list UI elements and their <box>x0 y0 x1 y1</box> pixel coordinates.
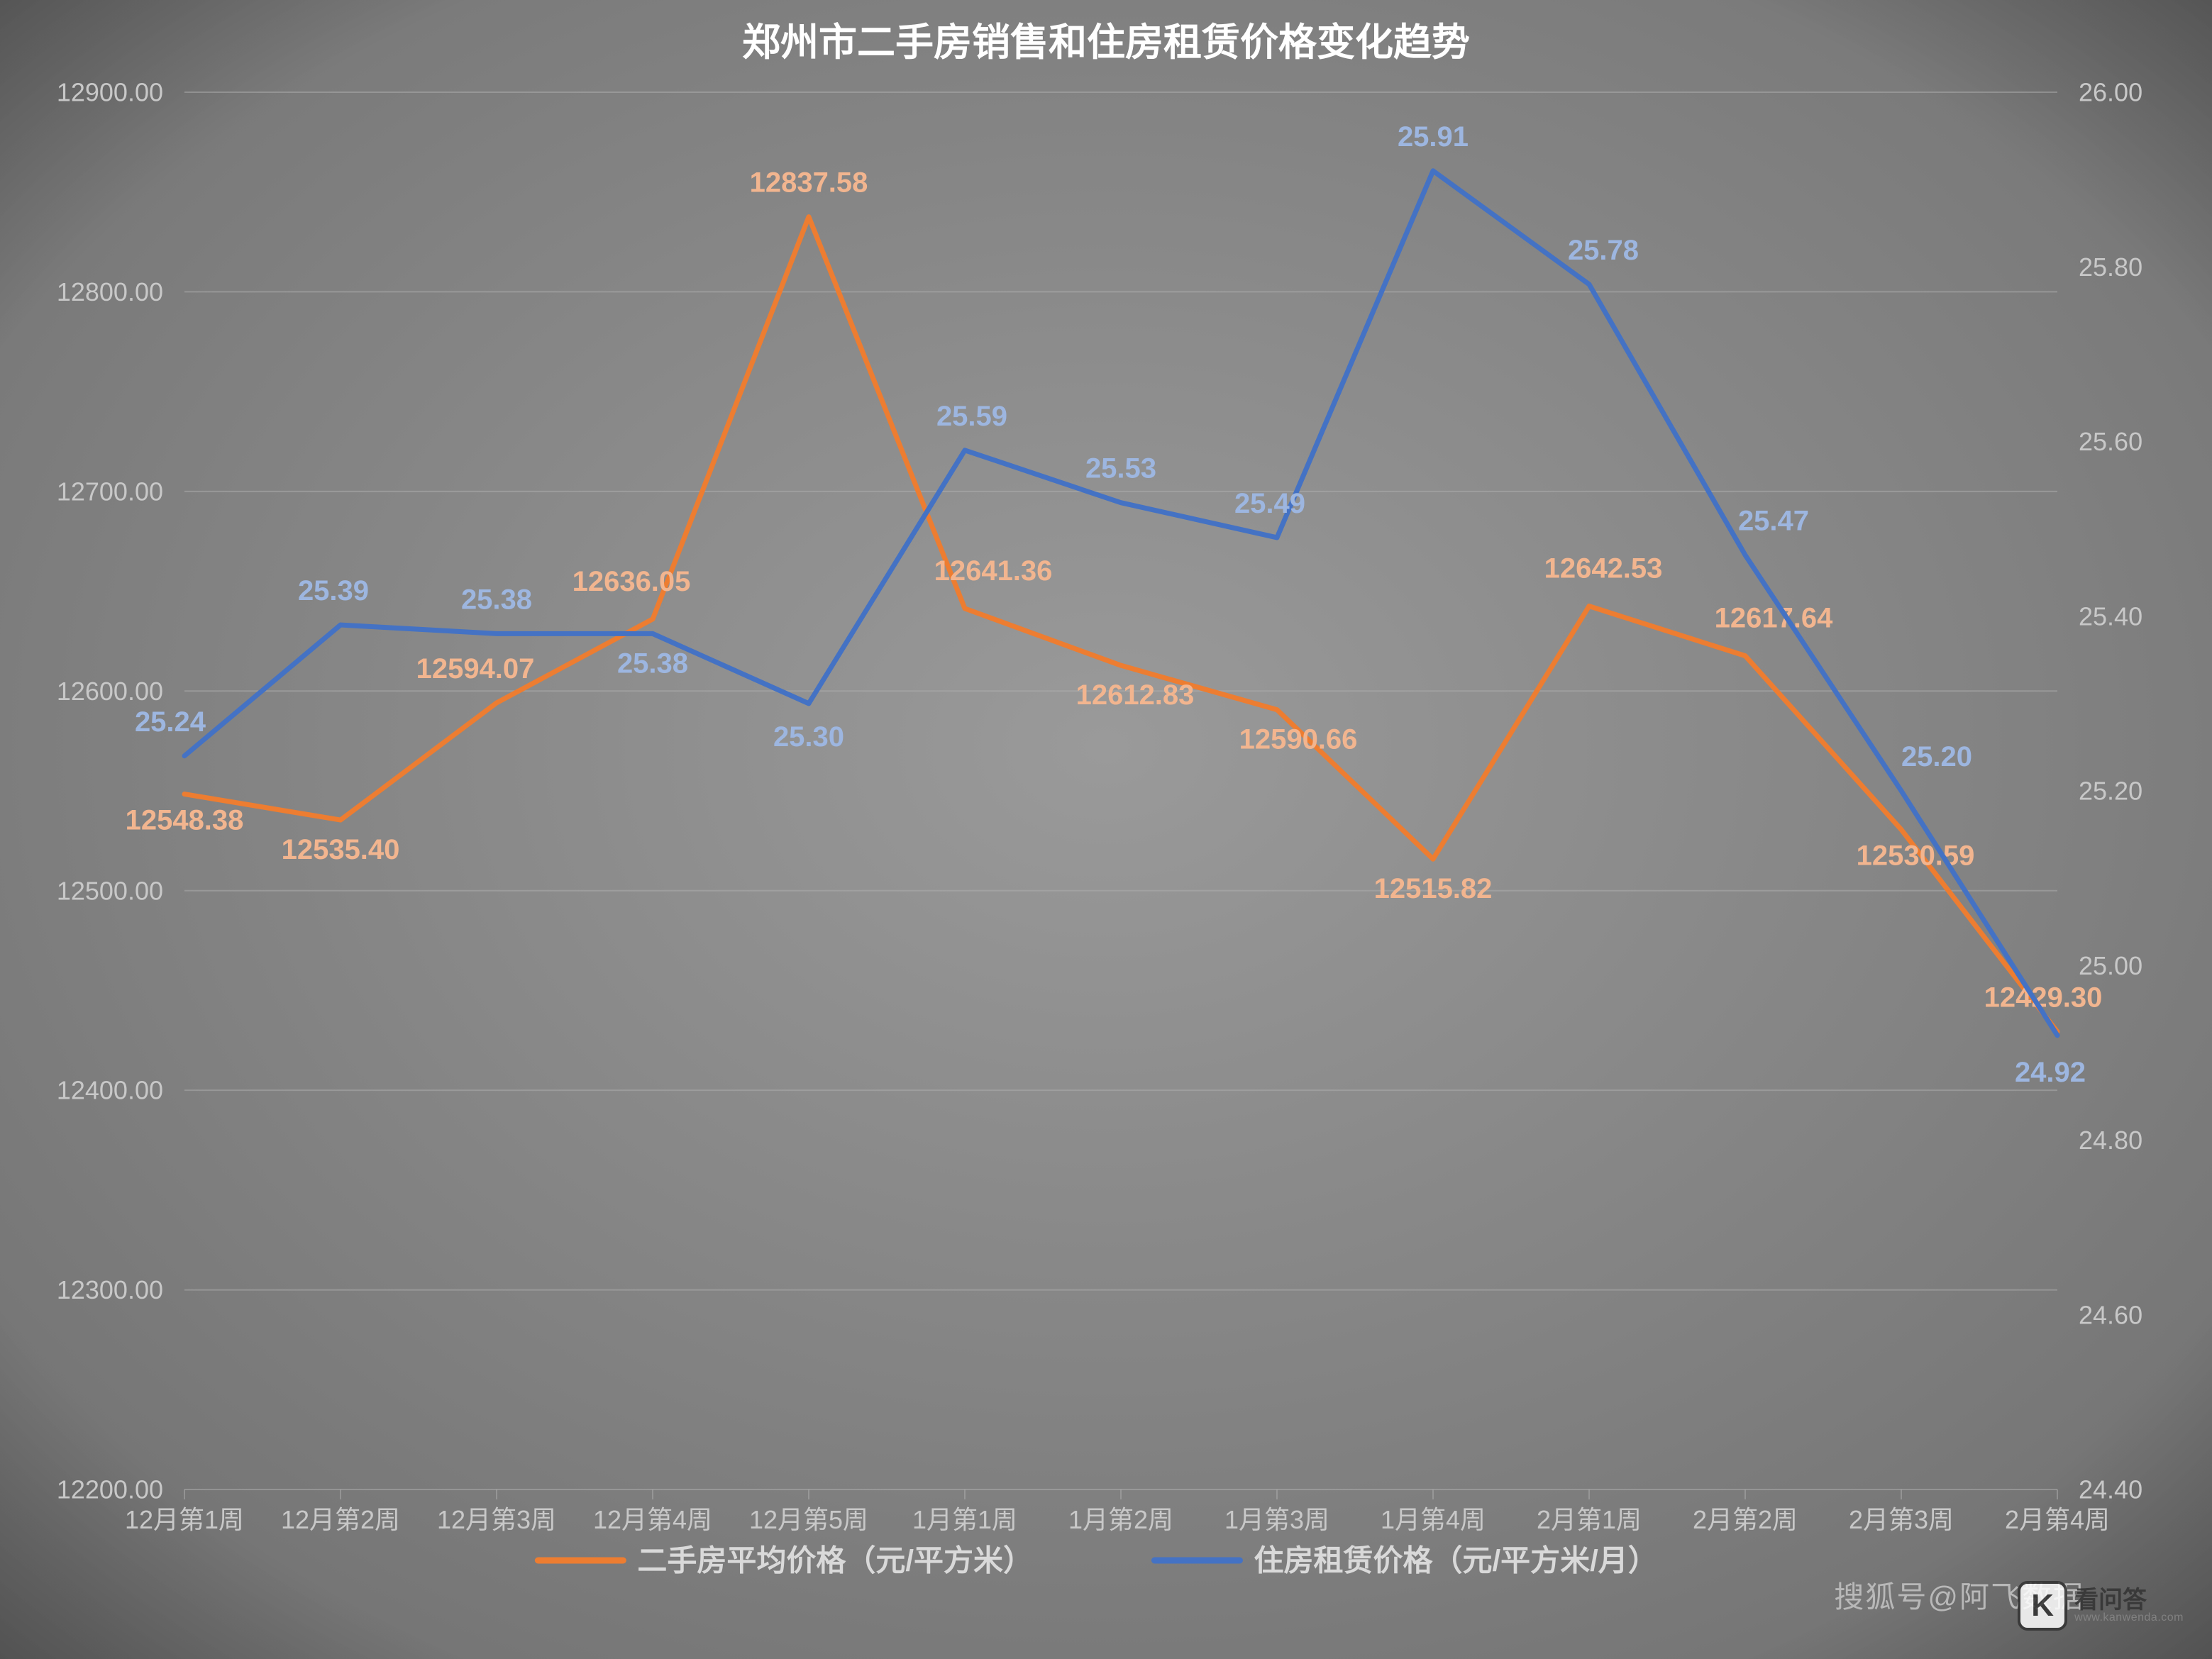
y-left-tick-label: 12500.00 <box>57 876 163 905</box>
x-category-label: 1月第3周 <box>1224 1505 1329 1534</box>
data-label-sale: 12636.05 <box>573 566 691 597</box>
chart-title: 郑州市二手房销售和住房租赁价格变化趋势 <box>742 21 1470 64</box>
y-right-tick-label: 24.40 <box>2079 1475 2142 1504</box>
data-label-rent: 25.59 <box>936 401 1007 432</box>
data-label-rent: 25.30 <box>773 721 844 753</box>
y-right-tick-label: 26.00 <box>2079 78 2142 107</box>
data-label-rent: 25.91 <box>1398 121 1469 152</box>
x-category-label: 2月第1周 <box>1537 1505 1642 1534</box>
x-category-label: 12月第5周 <box>749 1505 868 1534</box>
y-left-tick-label: 12700.00 <box>57 477 163 506</box>
watermark-logo-letter: K <box>2018 1581 2067 1631</box>
data-label-rent: 25.53 <box>1085 453 1156 484</box>
watermark-logo-title: 看问答 <box>2074 1588 2184 1612</box>
y-right-tick-label: 24.60 <box>2079 1300 2142 1329</box>
data-label-rent: 25.38 <box>617 648 688 679</box>
x-category-label: 12月第1周 <box>125 1505 244 1534</box>
x-category-label: 12月第3周 <box>437 1505 556 1534</box>
data-label-sale: 12612.83 <box>1076 679 1195 711</box>
data-label-sale: 12515.82 <box>1374 873 1493 904</box>
chart-container: 郑州市二手房销售和住房租赁价格变化趋势 12200.00 12300.00 12400… <box>0 0 2212 1659</box>
line-chart: 郑州市二手房销售和住房租赁价格变化趋势 12200.00 12300.00 12400… <box>0 0 2212 1659</box>
data-label-sale: 12594.07 <box>416 653 535 684</box>
data-label-rent: 25.47 <box>1738 506 1809 537</box>
y-right-tick-label: 24.80 <box>2079 1126 2142 1155</box>
data-label-sale: 12548.38 <box>126 805 244 836</box>
y-left-tick-label: 12300.00 <box>57 1275 163 1304</box>
data-label-rent: 25.24 <box>135 706 206 738</box>
data-label-sale: 12642.53 <box>1544 553 1663 584</box>
y-left-tick-label: 12600.00 <box>57 677 163 706</box>
x-category-label: 2月第2周 <box>1693 1505 1798 1534</box>
x-category-label: 1月第1周 <box>912 1505 1017 1534</box>
x-category-label: 1月第4周 <box>1381 1505 1486 1534</box>
y-right-tick-label: 25.60 <box>2079 427 2142 456</box>
y-right-tick-label: 25.00 <box>2079 951 2142 980</box>
data-label-sale: 12837.58 <box>750 167 868 199</box>
data-label-rent: 25.38 <box>461 584 532 615</box>
watermark-logo-url: www.kanwenda.com <box>2074 1612 2184 1624</box>
y-right-tick-label: 25.20 <box>2079 777 2142 806</box>
y-right-tick-label: 25.80 <box>2079 253 2142 282</box>
y-right-tick-label: 25.40 <box>2079 601 2142 631</box>
data-label-rent: 25.78 <box>1568 235 1639 266</box>
data-label-sale: 12590.66 <box>1239 724 1358 755</box>
data-label-sale: 12617.64 <box>1715 603 1834 634</box>
x-category-label: 2月第4周 <box>2005 1505 2110 1534</box>
x-category-label: 1月第2周 <box>1068 1505 1173 1534</box>
legend-label-sale: 二手房平均价格（元/平方米） <box>637 1544 1033 1577</box>
data-label-sale: 12530.59 <box>1857 840 1975 872</box>
y-left-tick-label: 12800.00 <box>57 277 163 306</box>
x-category-label: 12月第2周 <box>281 1505 400 1534</box>
y-left-tick-label: 12400.00 <box>57 1076 163 1105</box>
data-label-rent: 25.39 <box>298 575 369 606</box>
x-category-label: 12月第4周 <box>593 1505 712 1534</box>
data-label-rent: 25.20 <box>1901 741 1972 772</box>
data-label-sale: 12535.40 <box>282 834 400 865</box>
watermark-logo: K 看问答 www.kanwenda.com <box>2018 1581 2184 1631</box>
y-left-tick-label: 12900.00 <box>57 78 163 107</box>
data-label-sale: 12641.36 <box>934 555 1053 587</box>
data-label-rent: 24.92 <box>2015 1057 2086 1088</box>
legend-label-rent: 住房租赁价格（元/平方米/月） <box>1254 1544 1657 1577</box>
data-label-rent: 25.49 <box>1234 488 1305 519</box>
x-category-label: 2月第3周 <box>1849 1505 1954 1534</box>
y-left-tick-label: 12200.00 <box>57 1475 163 1504</box>
